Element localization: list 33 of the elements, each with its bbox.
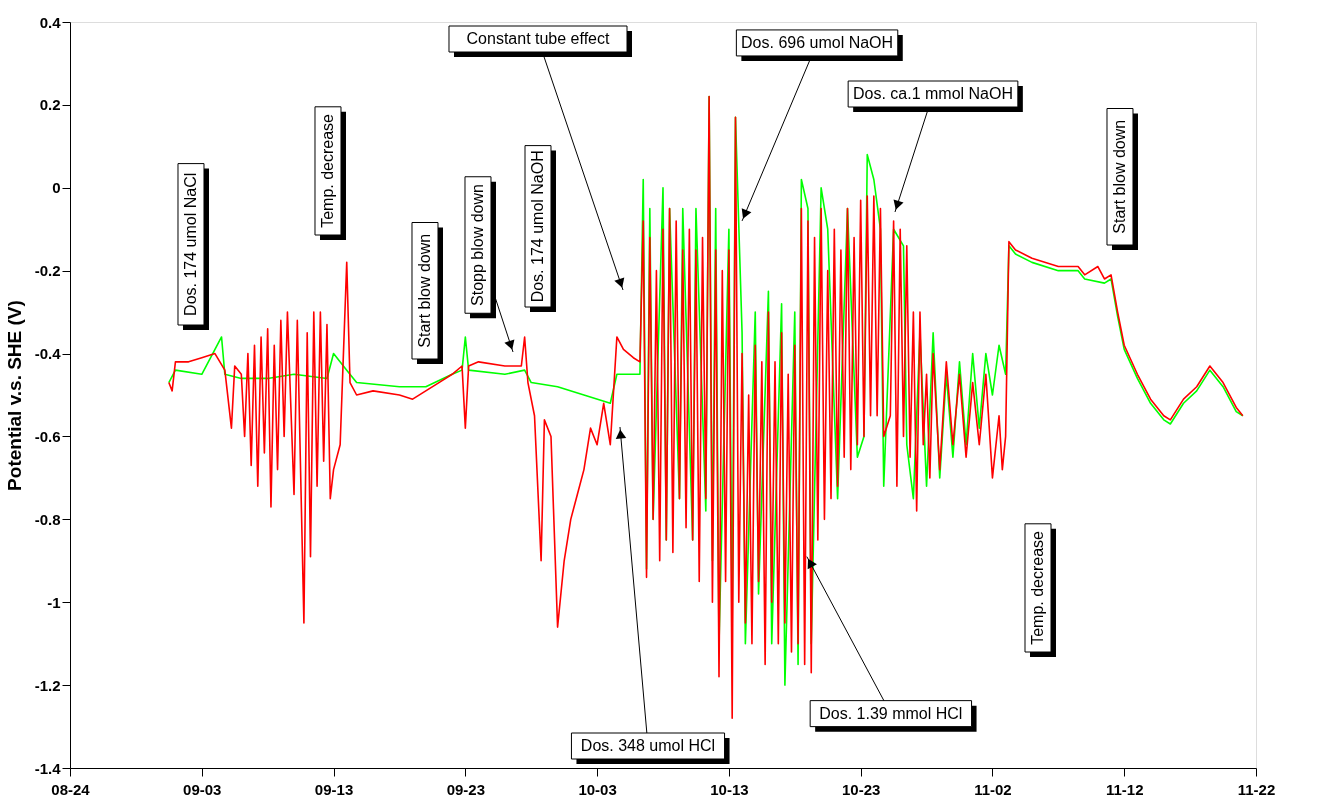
annotation: Dos. 1.39 mmol HCl (819, 704, 963, 722)
annotation: Dos. 174 umol NaOH (529, 150, 546, 303)
y-tick-label: 0 (52, 179, 61, 197)
x-tick-label: 09-23 (446, 780, 486, 798)
annotation: Constant tube effect (466, 30, 611, 47)
x-tick-label: 09-03 (183, 780, 222, 798)
y-tick-label: -1 (47, 593, 61, 611)
annotation: Dos. 348 umol HCl (580, 737, 716, 754)
annotation: Temp. decrease (1029, 530, 1046, 645)
annotation: Dos. 174 umol NaCl (182, 172, 199, 316)
y-axis-title: Potential v.s. SHE (V) (3, 300, 25, 491)
annotation: Dos. ca.1 mmol NaOH (852, 85, 1014, 102)
y-tick-label: -0.4 (34, 345, 62, 363)
y-tick-label: -0.8 (34, 510, 61, 528)
x-tick-label: 10-23 (841, 780, 881, 798)
annotation: Start blow down (416, 233, 433, 348)
y-tick-label: -0.2 (34, 262, 61, 280)
x-tick-label: 11-12 (1105, 780, 1144, 798)
y-tick-label: -1.4 (34, 759, 62, 777)
x-tick-label: 11-22 (1237, 780, 1276, 798)
x-tick-label: 10-03 (578, 780, 617, 798)
y-tick-label: -1.2 (34, 676, 61, 694)
y-tick-label: 0.4 (39, 13, 62, 31)
x-tick-label: 10-13 (710, 780, 749, 798)
annotation: Stopp blow down (469, 184, 486, 306)
annotation: Temp. decrease (319, 113, 336, 228)
annotation: Start blow down (1111, 119, 1128, 234)
x-tick-label: 09-13 (314, 780, 354, 798)
annotation: Dos. 696 umol NaOH (741, 33, 894, 51)
y-tick-label: 0.2 (39, 96, 61, 114)
x-tick-label: 08-24 (51, 780, 91, 798)
y-tick-label: -0.6 (34, 427, 61, 445)
x-tick-label: 11-02 (974, 780, 1012, 798)
